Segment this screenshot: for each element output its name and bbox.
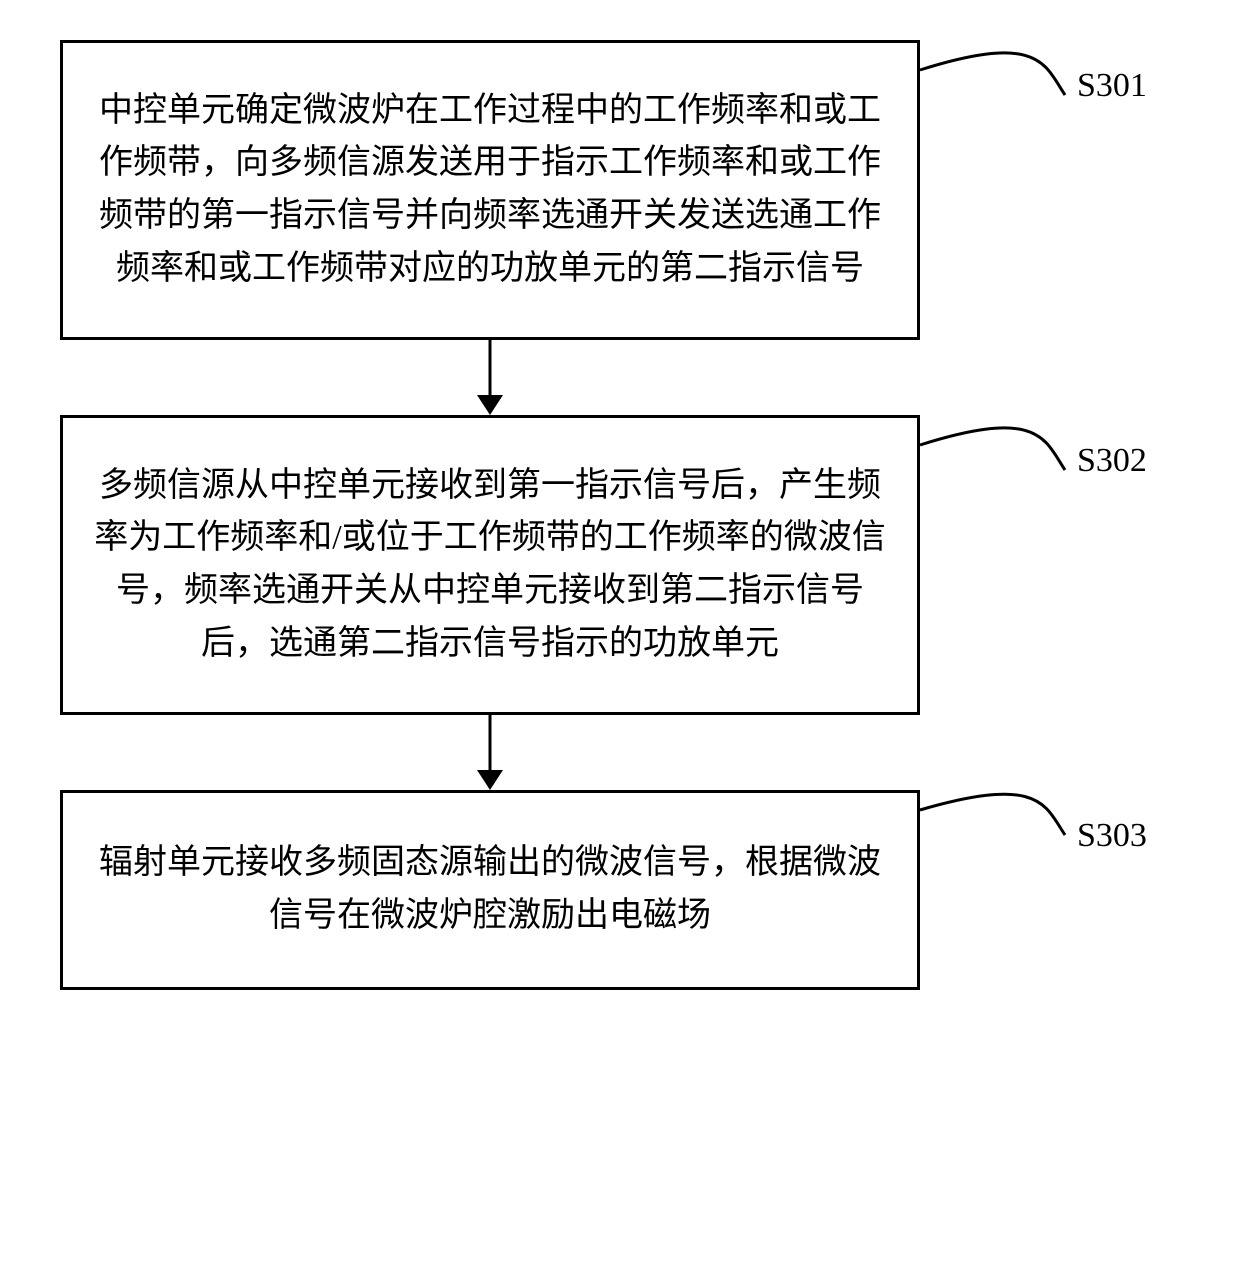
step-label: S301 (1077, 67, 1147, 105)
flowchart-container: 中控单元确定微波炉在工作过程中的工作频率和或工作频带，向多频信源发送用于指示工作… (60, 40, 1180, 990)
step-label: S303 (1077, 817, 1147, 855)
label-connector (60, 415, 1180, 715)
label-connector (60, 40, 1180, 340)
flow-arrow (60, 340, 920, 415)
step-label: S302 (1077, 442, 1147, 480)
flow-arrow (60, 715, 920, 790)
label-connector (60, 790, 1180, 990)
